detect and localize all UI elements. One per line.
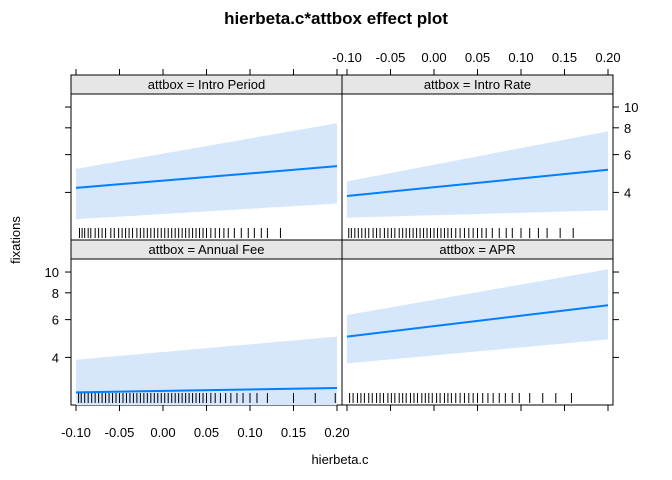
x-tick-label: -0.10 [332, 50, 362, 65]
fit-line [346, 168, 609, 197]
panel-3: attbox = Annual Fee [70, 239, 343, 406]
y-tick-label: 6 [624, 148, 631, 163]
panel-strip-label: attbox = Annual Fee [148, 242, 264, 257]
x-axis-label: hierbeta.c [311, 452, 369, 467]
confidence-band [76, 123, 337, 220]
x-tick-label: 0.10 [237, 425, 262, 440]
fit-line [75, 387, 338, 394]
confidence-band [76, 336, 337, 405]
panel-strip-label: attbox = APR [439, 242, 515, 257]
y-tick-label: 4 [52, 350, 59, 365]
fit-line [346, 304, 609, 338]
panel-2: attbox = Intro Rate [341, 74, 614, 241]
rug-marks [349, 393, 572, 403]
chart-title: hierbeta.c*attbox effect plot [224, 9, 448, 28]
y-tick-label: 10 [624, 100, 638, 115]
y-tick-label: 8 [52, 286, 59, 301]
confidence-band [347, 131, 608, 218]
panel-4: attbox = APR [341, 239, 614, 406]
fit-line [75, 165, 338, 189]
y-tick-label: 4 [624, 185, 631, 200]
plot-layer: attbox = Intro Period attbox = Intro Rate… [45, 50, 639, 440]
x-tick-label: -0.10 [61, 425, 91, 440]
rug-marks [348, 228, 574, 238]
x-tick-label: 0.00 [421, 50, 446, 65]
x-tick-label: 0.15 [552, 50, 577, 65]
panel-1: attbox = Intro Period [70, 74, 343, 241]
y-tick-label: 6 [52, 313, 59, 328]
panel-strip-label: attbox = Intro Rate [424, 77, 531, 92]
x-tick-label: 0.05 [465, 50, 490, 65]
confidence-band [347, 269, 608, 364]
y-axis-label: fixations [8, 216, 23, 264]
rug-marks [78, 393, 336, 403]
x-tick-label: 0.20 [595, 50, 620, 65]
panel-strip-label: attbox = Intro Period [148, 77, 265, 92]
x-tick-label: 0.15 [281, 425, 306, 440]
x-tick-label: 0.10 [508, 50, 533, 65]
x-tick-label: 0.00 [150, 425, 175, 440]
x-tick-label: 0.05 [194, 425, 219, 440]
rug-marks [78, 228, 281, 238]
y-tick-label: 10 [45, 265, 59, 280]
x-tick-label: 0.20 [324, 425, 349, 440]
x-tick-label: -0.05 [105, 425, 135, 440]
x-tick-label: -0.05 [376, 50, 406, 65]
y-tick-label: 8 [624, 121, 631, 136]
